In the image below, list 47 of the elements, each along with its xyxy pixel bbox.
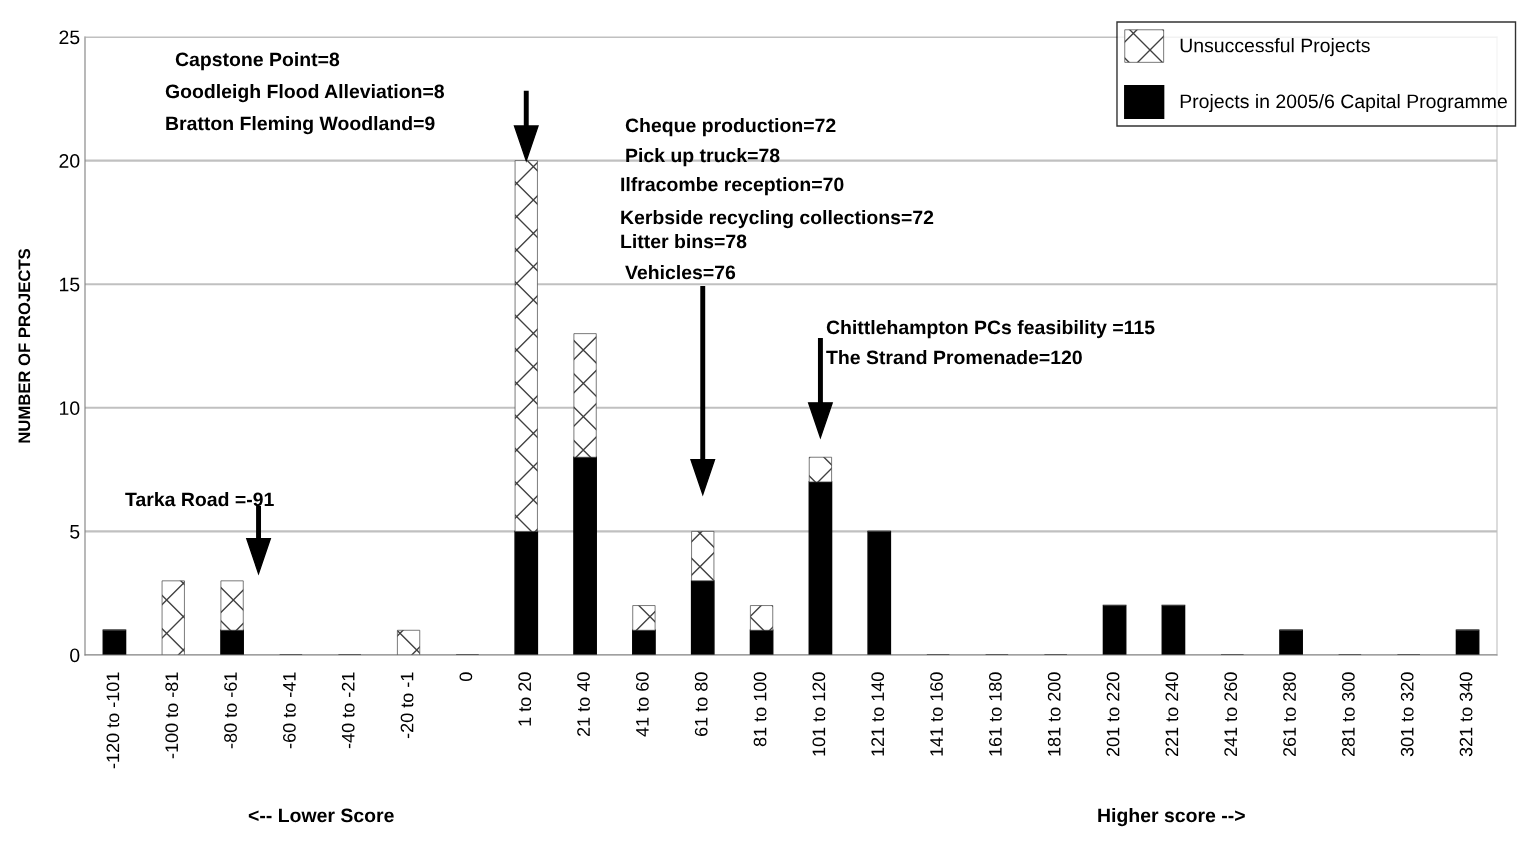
y-tick-label: 25	[59, 30, 80, 45]
x-tick-label: -120 to -101	[106, 672, 120, 769]
x-tick-label: 281 to 300	[1341, 672, 1355, 757]
annotation: Pick up truck=78	[626, 148, 780, 167]
x-tick-label: 141 to 160	[930, 672, 943, 756]
x-tick-label: 41 to 60	[635, 672, 649, 737]
text: <-- Lower Score	[248, 808, 394, 823]
annotation: The Strand Promenade=120	[826, 350, 1082, 365]
x-tick-label: 121 to 140	[871, 672, 885, 756]
legend-label: Projects in 2005/6 Capital Programme	[1180, 93, 1507, 113]
legend-label: Unsuccessful Projects	[1180, 38, 1370, 57]
annotation: Tarka Road =-91	[125, 492, 274, 507]
x-tick-label: 261 to 280	[1283, 672, 1296, 757]
annotation: Capstone Point=8	[175, 52, 340, 71]
x-tick-label: 301 to 320	[1400, 672, 1414, 757]
x-tick-label: 0	[459, 672, 473, 681]
x-tick-label: 221 to 240	[1165, 672, 1179, 757]
annotation: Bratton Fleming Woodland=9	[166, 116, 435, 135]
x-tick-label: 241 to 260	[1224, 672, 1238, 757]
annotation: Goodleigh Flood Alleviation=8	[165, 84, 445, 103]
x-tick-label: 61 to 80	[694, 672, 708, 736]
x-tick-label: 161 to 180	[988, 672, 1002, 756]
x-tick-label: 321 to 340	[1459, 672, 1473, 757]
annotation: Ilfracombe reception=70	[621, 177, 844, 196]
x-tick-label: -80 to -61	[224, 672, 237, 749]
x-tick-label: -40 to -21	[341, 672, 355, 749]
x-tick-label: -20 to -1	[400, 672, 414, 739]
x-tick-label: 1 to 20	[518, 672, 532, 726]
y-tick-label: 20	[59, 154, 80, 168]
text: Higher score -->	[1098, 808, 1245, 827]
annotation: Kerbside recycling collections=72	[621, 210, 934, 229]
annotation: Cheque production=72	[625, 118, 836, 137]
x-tick-label: 21 to 40	[577, 672, 590, 737]
y-tick-label: 0	[70, 648, 80, 663]
y-axis-title: NUMBER OF PROJECTS	[18, 248, 31, 443]
annotation: Litter bins=78	[621, 234, 747, 249]
x-tick-label: 81 to 100	[753, 672, 767, 747]
annotation: Chittlehampton PCs feasibility =115	[826, 320, 1155, 339]
x-tick-label: -100 to -81	[165, 672, 179, 759]
x-tick-label: 181 to 200	[1047, 672, 1061, 756]
x-tick-label: 201 to 220	[1106, 672, 1120, 757]
y-tick-label: 15	[60, 277, 80, 292]
y-tick-label: 5	[70, 525, 80, 539]
annotation: Vehicles=76	[625, 265, 736, 280]
x-tick-label: -60 to -41	[282, 672, 296, 749]
y-tick-label: 10	[60, 401, 80, 416]
x-tick-label: 101 to 120	[812, 672, 826, 756]
